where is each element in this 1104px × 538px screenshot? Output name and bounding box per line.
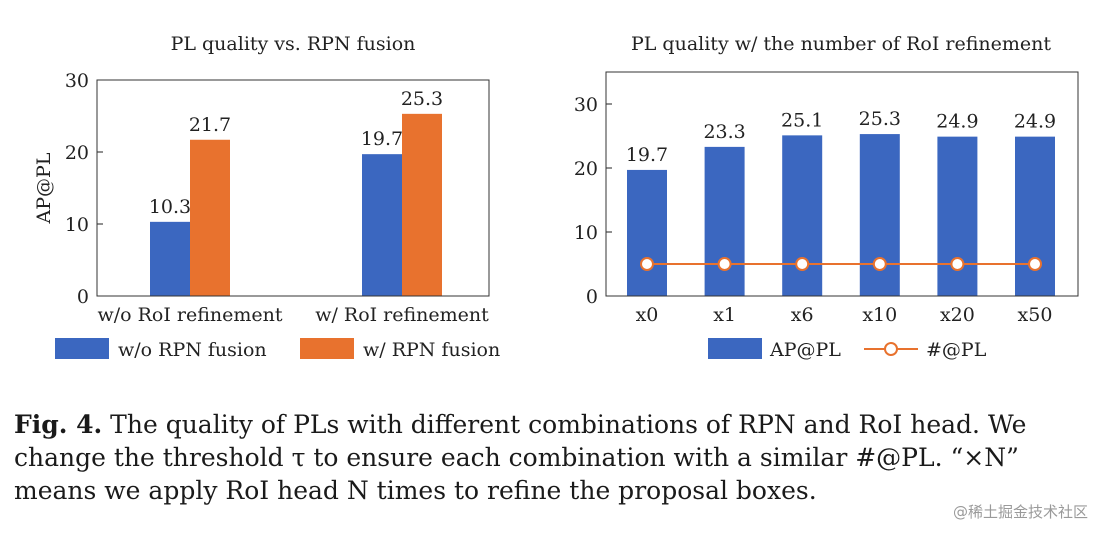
chart1-ylabel: AP@PL — [33, 152, 55, 224]
chart2-data-label: 24.9 — [936, 111, 978, 133]
chart2-data-label: 19.7 — [626, 144, 668, 166]
chart2-data-label: 23.3 — [703, 121, 745, 143]
chart2-line-point — [872, 257, 887, 271]
chart1-data-label: 19.7 — [361, 128, 403, 150]
chart2-legend-swatch — [708, 338, 762, 359]
chart2-bar — [937, 136, 978, 296]
chart2-category-label: x1 — [713, 304, 736, 326]
chart1-data-label: 10.3 — [149, 196, 191, 218]
chart1-category-label: w/o RoI refinement — [97, 304, 282, 326]
chart1-bar — [190, 139, 230, 296]
charts-figure: PL quality vs. RPN fusion 0 10 20 30 AP@PL 10.… — [33, 33, 1079, 361]
chart1-ytick-label: 0 — [77, 286, 89, 308]
chart2-legend-marker — [884, 342, 898, 356]
chart2-line-point — [640, 257, 654, 271]
chart2-category-label: x10 — [862, 304, 897, 326]
chart2-category-label: x6 — [791, 304, 814, 326]
chart2-bar — [782, 135, 823, 296]
figure-caption: Fig. 4. The quality of PLs with differen… — [14, 408, 1094, 507]
caption-label: Fig. 4. — [14, 410, 103, 439]
chart2-bar — [704, 146, 745, 296]
chart2-data-label: 25.3 — [859, 108, 901, 130]
chart1-legend-swatch — [300, 338, 354, 359]
chart1-ytick-label: 10 — [65, 214, 89, 236]
chart1-axes-frame — [96, 79, 490, 297]
chart2-category-label: x50 — [1018, 304, 1053, 326]
chart2-line-point — [795, 257, 810, 271]
caption-text: The quality of PLs with different combin… — [14, 410, 1027, 505]
chart2-data-label: 24.9 — [1014, 111, 1056, 133]
chart1-legend-swatch — [55, 338, 109, 359]
chart1-bar — [150, 221, 190, 296]
chart2-bar — [859, 134, 900, 296]
chart2-line-point — [717, 257, 732, 271]
chart1-bar — [362, 154, 402, 296]
chart2-category-label: x20 — [940, 304, 975, 326]
chart2-axes-frame — [605, 71, 1079, 297]
chart1-category-label: w/ RoI refinement — [315, 304, 489, 326]
chart2-legend-label: #@PL — [926, 339, 987, 361]
chart1-data-label: 21.7 — [189, 114, 231, 136]
chart2-category-label: x0 — [636, 304, 659, 326]
chart2-line-point — [950, 257, 965, 271]
chart1-data-label: 25.3 — [401, 88, 443, 110]
chart1-title: PL quality vs. RPN fusion — [171, 33, 416, 55]
chart1-legend-label: w/ RPN fusion — [363, 339, 500, 361]
chart2-data-label: 25.1 — [781, 109, 823, 131]
chart2-ytick-label: 0 — [586, 286, 598, 308]
chart1-ytick-label: 20 — [65, 142, 89, 164]
chart2-title: PL quality w/ the number of RoI refineme… — [631, 33, 1051, 55]
chart2-line-point — [1028, 257, 1042, 271]
chart2-ytick-label: 20 — [574, 158, 598, 180]
chart2-ytick-label: 10 — [574, 222, 598, 244]
chart1-ytick-label: 30 — [65, 70, 89, 92]
chart1-legend-label: w/o RPN fusion — [118, 339, 267, 361]
chart2-legend-label: AP@PL — [769, 339, 841, 361]
watermark: @稀土掘金技术社区 — [952, 503, 1088, 521]
chart2-bar — [627, 169, 667, 296]
chart2-ytick-label: 30 — [574, 94, 598, 116]
chart1-bar — [402, 113, 442, 296]
chart2-bar — [1015, 136, 1055, 296]
